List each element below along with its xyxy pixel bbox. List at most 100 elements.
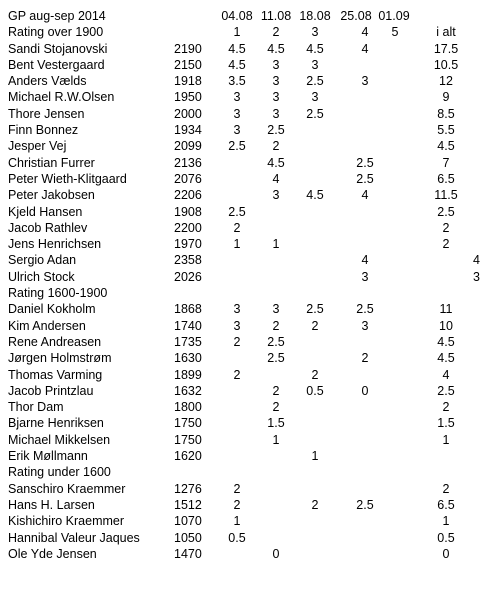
round-score: 3	[311, 90, 319, 105]
round-score: 2	[233, 481, 241, 496]
player-rating: 2026	[174, 269, 202, 284]
round-number: 1	[233, 25, 241, 40]
player-row: Kjeld Hansen 1908 2.5 2.5	[0, 204, 498, 220]
player-row: Sanschiro Kraemmer 1276 2 2	[0, 481, 498, 497]
round-score: 4.5	[306, 41, 324, 56]
section-label-row: Rating over 1900 1 2 3 4 5 i alt	[0, 24, 498, 40]
round-score: 2	[272, 383, 280, 398]
player-row: Bent Vestergaard 2150 4.5 3 3 10.5	[0, 57, 498, 73]
player-name: Kjeld Hansen	[8, 204, 83, 219]
total-score: 10.5	[433, 57, 459, 72]
date-header-5: 01.09	[378, 9, 410, 23]
player-name: Jørgen Holmstrøm	[8, 351, 112, 366]
player-rating: 1740	[174, 318, 202, 333]
player-row: Jacob Rathlev 2200 2 2	[0, 220, 498, 236]
extra-score: 4	[473, 253, 480, 268]
total-score: 1	[442, 432, 450, 447]
total-header: i alt	[436, 25, 456, 40]
round-number: 2	[272, 25, 280, 40]
round-score: 3	[233, 302, 241, 317]
total-score: 4.5	[437, 139, 455, 154]
player-row: Finn Bonnez 1934 3 2.5 5.5	[0, 122, 498, 138]
round-score: 3	[272, 57, 280, 72]
round-score: 3	[361, 318, 369, 333]
player-row: Thore Jensen 2000 3 3 2.5 8.5	[0, 106, 498, 122]
player-rating: 1800	[174, 400, 202, 415]
player-row: Bjarne Henriksen 1750 1.5 1.5	[0, 415, 498, 431]
total-score: 11	[439, 302, 453, 317]
total-score: 5.5	[437, 123, 455, 138]
round-score: 4.5	[267, 155, 285, 170]
player-name: Hans H. Larsen	[8, 497, 95, 512]
player-name: Hannibal Valeur Jaques	[8, 530, 140, 545]
player-row: Ulrich Stock 2026 3 3	[0, 269, 498, 285]
total-score: 4.5	[437, 351, 455, 366]
round-score: 3	[311, 57, 319, 72]
player-name: Jacob Printzlau	[8, 383, 94, 398]
player-rating: 1632	[174, 383, 202, 398]
player-name: Jacob Rathlev	[8, 220, 88, 235]
round-score: 2.5	[356, 302, 374, 317]
player-name: Jesper Vej	[8, 139, 67, 154]
player-rating: 1050	[174, 530, 202, 545]
total-score: 7	[442, 155, 450, 170]
player-rating: 1735	[174, 334, 202, 349]
round-score: 2	[272, 318, 280, 333]
round-score: 0.5	[228, 530, 246, 545]
player-name: Rene Andreasen	[8, 334, 102, 349]
player-row: Christian Furrer 2136 4.5 2.5 7	[0, 155, 498, 171]
round-score: 1.5	[267, 416, 285, 431]
player-name: Ole Yde Jensen	[8, 546, 97, 561]
player-rating: 1750	[174, 432, 202, 447]
round-score: 4	[361, 188, 369, 203]
round-score: 3	[233, 90, 241, 105]
total-score: 17.5	[433, 41, 459, 56]
player-rating: 2190	[174, 41, 202, 56]
round-score: 4.5	[228, 41, 246, 56]
player-name: Bent Vestergaard	[8, 57, 105, 72]
player-row: Jesper Vej 2099 2.5 2 4.5	[0, 138, 498, 154]
player-rating: 1070	[174, 514, 202, 529]
total-score: 0	[442, 546, 450, 561]
player-name: Jens Henrichsen	[8, 237, 102, 252]
section-label: Rating under 1600	[8, 465, 111, 480]
player-name: Sanschiro Kraemmer	[8, 481, 126, 496]
player-row: Jacob Printzlau 1632 2 0.5 0 2.5	[0, 383, 498, 399]
total-score: 8.5	[437, 106, 455, 121]
date-header-4: 25.08	[340, 9, 372, 23]
total-score: 6.5	[437, 497, 455, 512]
player-rating: 1470	[174, 546, 202, 561]
round-score: 3	[233, 123, 241, 138]
round-score: 0	[272, 546, 280, 561]
total-score: 10	[439, 318, 453, 333]
round-score: 4	[272, 171, 280, 186]
section-label: Rating 1600-1900	[8, 286, 108, 301]
round-number: 5	[391, 25, 399, 40]
header-row-dates: GP aug-sep 2014 04.08 11.08 18.08 25.08 …	[0, 8, 498, 24]
player-row: Michael Mikkelsen 1750 1 1	[0, 432, 498, 448]
round-score: 1	[233, 514, 241, 529]
round-score: 3	[272, 302, 280, 317]
player-name: Kim Andersen	[8, 318, 86, 333]
round-score: 2.5	[267, 123, 285, 138]
total-score: 0.5	[437, 530, 455, 545]
player-row: Ole Yde Jensen 1470 0 0	[0, 546, 498, 562]
round-score: 3.5	[228, 74, 246, 89]
total-score: 6.5	[437, 171, 455, 186]
round-score: 2	[233, 367, 241, 382]
round-score: 2.5	[306, 74, 324, 89]
player-row: Sandi Stojanovski 2190 4.5 4.5 4.5 4 17.5	[0, 41, 498, 57]
round-score: 1	[272, 237, 280, 252]
total-score: 2	[442, 400, 450, 415]
total-score: 1.5	[437, 416, 455, 431]
player-name: Sergio Adan	[8, 253, 77, 268]
player-rating: 1512	[174, 497, 202, 512]
total-score: 2	[442, 481, 450, 496]
player-rating: 1950	[174, 90, 202, 105]
player-row: Thor Dam 1800 2 2	[0, 399, 498, 415]
round-score: 2	[272, 139, 280, 154]
player-name: Michael R.W.Olsen	[8, 90, 115, 105]
round-score: 4.5	[228, 57, 246, 72]
player-name: Sandi Stojanovski	[8, 41, 108, 56]
player-rating: 2000	[174, 106, 202, 121]
